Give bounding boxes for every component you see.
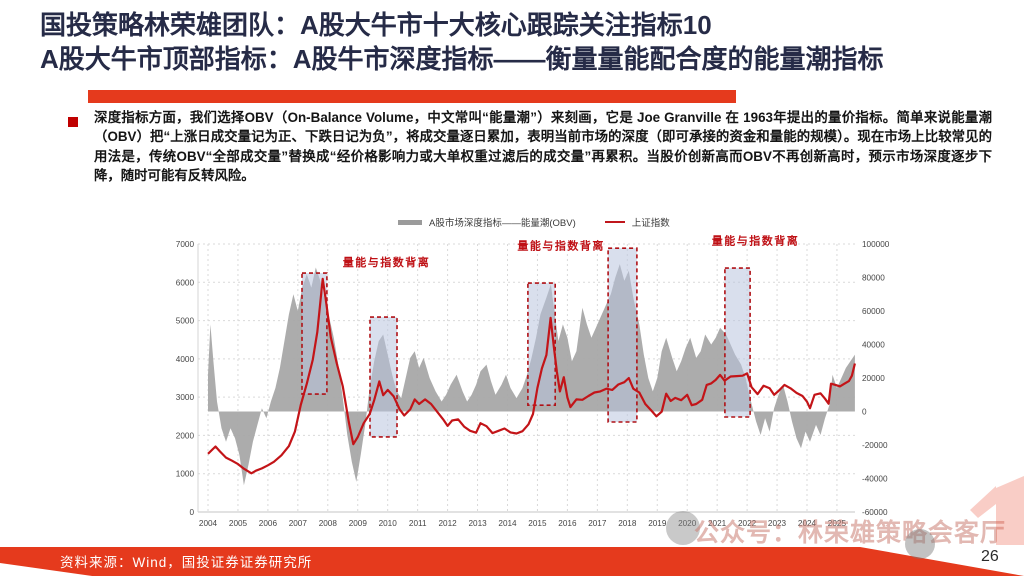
- x-axis-tick: 2012: [438, 519, 457, 528]
- x-axis-tick: 2011: [409, 519, 427, 528]
- x-axis-tick: 2019: [648, 519, 667, 528]
- x-axis-tick: 2008: [319, 519, 338, 528]
- divergence-label: 量能与指数背离: [343, 255, 431, 269]
- footer-source-text: 资料来源：Wind，国投证券证券研究所: [60, 555, 313, 570]
- left-axis-tick: 6000: [176, 278, 195, 287]
- legend-label-obv: A股市场深度指标——能量潮(OBV): [429, 218, 576, 229]
- x-axis-tick: 2016: [558, 519, 577, 528]
- slide-title: 国投策略林荣雄团队：A股大牛市十大核心跟踪关注指标10 A股大牛市顶部指标：A股…: [40, 8, 1000, 76]
- left-axis-tick: 2000: [176, 431, 195, 440]
- right-axis-tick: 60000: [862, 307, 885, 316]
- divergence-box: [369, 316, 398, 438]
- watermark-text: 公众号：林荣雄策略会客厅: [694, 519, 1007, 547]
- footer-ribbon: [0, 547, 1024, 576]
- right-axis-tick: 20000: [862, 374, 885, 383]
- x-axis-tick: 2004: [199, 519, 218, 528]
- sse-line-series: [207, 277, 856, 475]
- divergence-box: [527, 282, 556, 406]
- left-axis-tick: 3000: [176, 393, 195, 402]
- x-axis-tick: 2009: [349, 519, 368, 528]
- left-axis-tick: 1000: [176, 470, 195, 479]
- watermark-logo-circle: [666, 511, 700, 545]
- title-line-1: 国投策略林荣雄团队：A股大牛市十大核心跟踪关注指标10: [40, 10, 712, 40]
- left-axis-tick: 0: [189, 508, 194, 517]
- right-axis-tick: 100000: [862, 240, 890, 249]
- legend-area-swatch: [398, 219, 422, 225]
- x-axis-tick: 2015: [528, 519, 547, 528]
- left-axis-tick: 4000: [176, 355, 195, 364]
- legend-label-sse: 上证指数: [631, 218, 670, 229]
- x-axis-tick: 2014: [498, 519, 517, 528]
- right-axis-tick: 40000: [862, 341, 885, 350]
- divergence-box: [301, 272, 328, 395]
- x-axis-tick: 2007: [289, 519, 308, 528]
- chart-legend: A股市场深度指标——能量潮(OBV) 上证指数: [398, 215, 670, 229]
- obv-divergence-chart: 量能与指数背离 量能与指数背离 量能与指数背离 0 1000 2000 3000 4000 50…: [175, 215, 905, 545]
- divergence-label: 量能与指数背离: [517, 238, 605, 252]
- right-axis-tick: -20000: [862, 441, 888, 450]
- x-axis-tick: 2005: [229, 519, 248, 528]
- right-axis-tick: -60000: [862, 508, 888, 517]
- left-axis-tick: 5000: [176, 317, 195, 326]
- x-axis-tick: 2013: [468, 519, 487, 528]
- x-axis-tick: 2020: [678, 519, 697, 528]
- title-underline-bar: [88, 90, 736, 103]
- divergence-box: [724, 267, 751, 418]
- bullet-square-icon: [68, 117, 78, 127]
- right-axis-tick: 80000: [862, 274, 885, 283]
- x-axis-tick: 2025: [828, 519, 847, 528]
- x-axis-tick: 2024: [798, 519, 817, 528]
- left-axis-tick: 7000: [176, 240, 195, 249]
- divergence-label: 量能与指数背离: [712, 233, 800, 247]
- right-axis-tick: 0: [862, 408, 867, 417]
- watermark-big-one: [950, 462, 1024, 559]
- right-axis-tick: -40000: [862, 475, 888, 484]
- x-axis-tick: 2023: [768, 519, 787, 528]
- x-axis-tick: 2021: [708, 519, 727, 528]
- x-axis-tick: 2022: [738, 519, 757, 528]
- x-axis-tick: 2006: [259, 519, 278, 528]
- legend-line-swatch: [604, 221, 625, 223]
- watermark-logo-circle-2: [905, 529, 935, 559]
- bullet-paragraph: 深度指标方面，我们选择OBV（On-Balance Volume，中文常叫“能量…: [94, 110, 992, 184]
- title-line-2: A股大牛市顶部指标：A股牛市深度指标——衡量量能配合度的能量潮指标: [40, 44, 884, 74]
- divergence-box: [607, 247, 638, 423]
- x-axis-tick: 2010: [379, 519, 398, 528]
- x-axis-tick: 2017: [588, 519, 607, 528]
- page-number: 26: [981, 548, 999, 565]
- x-axis-tick: 2018: [618, 519, 637, 528]
